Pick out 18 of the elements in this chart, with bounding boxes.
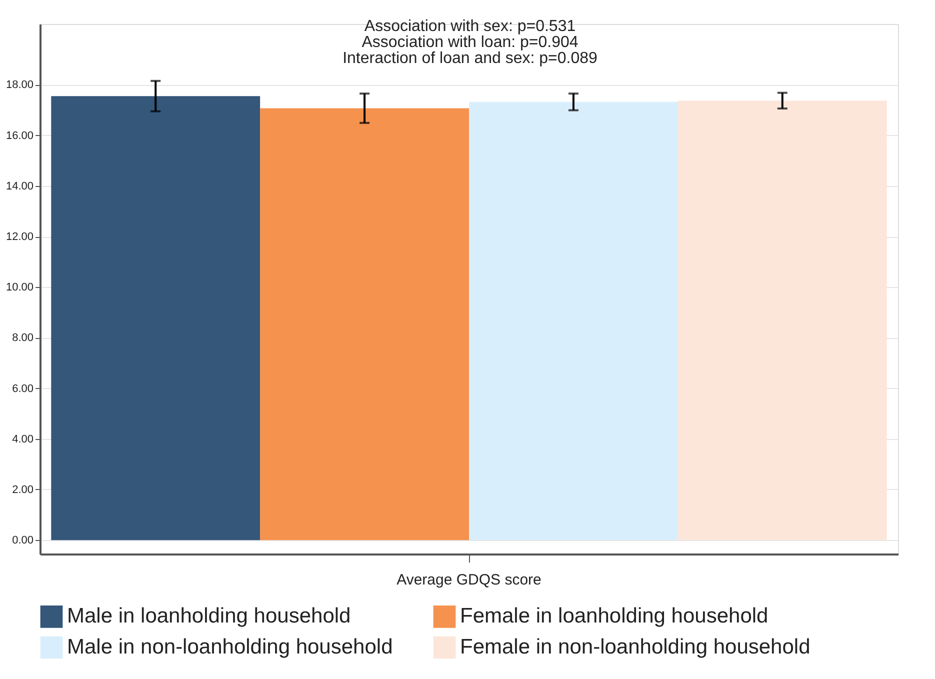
y-tick-label: 14.00 [6, 180, 34, 192]
x-tick-label: Average GDQS score [396, 572, 542, 588]
y-tick-label: 18.00 [6, 79, 34, 92]
legend-label: Male in non-loanholding household [67, 636, 393, 658]
annotation: Interaction of loan and sex: p=0.089 [342, 50, 598, 67]
legend-label: Female in loanholding household [460, 604, 768, 628]
y-tick-label: 6.00 [12, 382, 34, 395]
y-tick-label: 12.00 [6, 231, 34, 244]
annotation: Association with loan: p=0.904 [362, 34, 578, 51]
annotation: Association with sex: p=0.531 [364, 18, 576, 35]
y-tick-label: 16.00 [6, 130, 34, 142]
y-tick-label: 8.00 [12, 332, 34, 344]
y-tick-label: 2.00 [12, 484, 34, 496]
legend-label: Female in non-loanholding household [460, 636, 810, 658]
legend-label: Male in loanholding household [67, 604, 351, 628]
y-tick-label: 0.00 [12, 534, 34, 547]
y-tick-label: 4.00 [12, 433, 34, 446]
y-tick-label: 10.00 [6, 282, 34, 294]
